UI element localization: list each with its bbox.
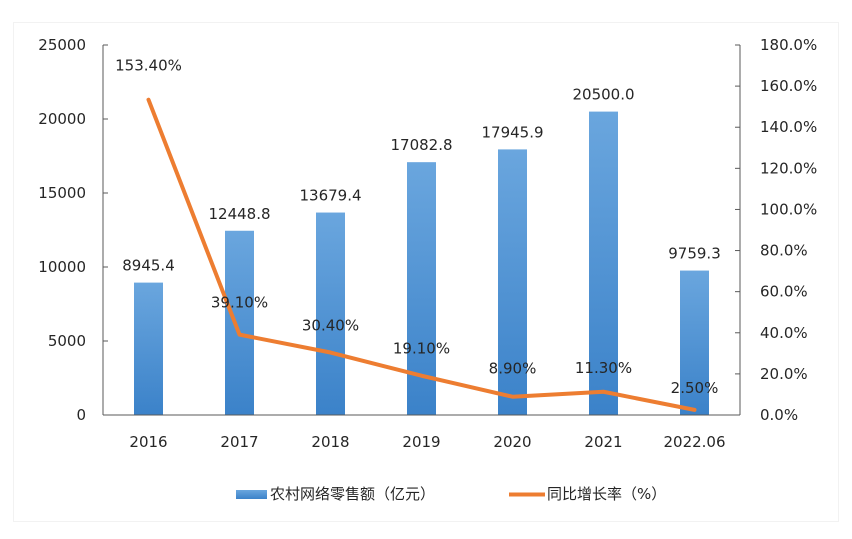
line-data-label: 2.50%	[671, 379, 719, 397]
x-axis: 2016 2017 2018 2019 2020 2021 2022.06	[103, 414, 740, 451]
right-axis-tick-label: 160.0%	[760, 77, 817, 95]
line-series	[146, 97, 697, 412]
left-axis-tick-label: 10000	[38, 258, 86, 276]
bar-series	[134, 111, 709, 415]
x-axis-tick-label: 2021	[584, 433, 622, 451]
bar	[680, 270, 709, 415]
right-axis-tick-label: 120.0%	[760, 159, 817, 177]
line-data-label: 19.10%	[393, 340, 450, 358]
bar	[498, 149, 527, 415]
legend-label-line: 同比增长率（%）	[547, 485, 666, 503]
line-data-labels: 153.40% 39.10% 30.40% 19.10% 8.90% 11.30% 2.50…	[115, 57, 718, 397]
right-axis-tick-label: 180.0%	[760, 36, 817, 54]
right-axis-tick-label: 20.0%	[760, 365, 808, 383]
bar	[316, 212, 345, 415]
line-data-label: 30.40%	[302, 317, 359, 335]
x-axis-tick-label: 2017	[220, 433, 258, 451]
line-data-label: 153.40%	[115, 57, 182, 75]
bar	[134, 282, 163, 415]
x-axis-tick-label: 2019	[402, 433, 440, 451]
bar-data-label: 17082.8	[390, 136, 452, 154]
left-axis-tick-label: 0	[76, 406, 86, 424]
right-axis-tick-label: 40.0%	[760, 324, 808, 342]
legend: 农村网络零售额（亿元） 同比增长率（%）	[236, 485, 666, 503]
line-data-label: 39.10%	[211, 294, 268, 312]
bar-data-label: 13679.4	[299, 187, 361, 205]
line-point	[239, 334, 240, 336]
x-axis-tick-label: 2022.06	[663, 433, 725, 451]
x-axis-tick-label: 2018	[311, 433, 349, 451]
line-data-label: 11.30%	[575, 359, 632, 377]
left-axis-tick-label: 20000	[38, 110, 86, 128]
bar-data-label: 8945.4	[122, 257, 175, 275]
legend-swatch-bar	[236, 490, 267, 499]
right-axis-tick-label: 140.0%	[760, 118, 817, 136]
bar-data-label: 12448.8	[208, 205, 270, 223]
right-axis-tick-label: 80.0%	[760, 242, 808, 260]
left-axis-tick-label: 15000	[38, 184, 86, 202]
legend-label-bar: 农村网络零售额（亿元）	[270, 485, 435, 503]
bar-data-label: 20500.0	[572, 86, 634, 104]
x-axis-tick-label: 2016	[129, 433, 167, 451]
left-axis-tick-label: 5000	[48, 332, 86, 350]
right-axis-tick-label: 0.0%	[760, 406, 798, 424]
line-point	[603, 391, 604, 393]
right-axis-tick-label: 60.0%	[760, 283, 808, 301]
bar	[225, 230, 254, 415]
right-axis-tick-label: 100.0%	[760, 200, 817, 218]
left-y-axis: 0 5000 10000 15000 20000 25000	[38, 36, 108, 424]
bar-data-labels: 8945.4 12448.8 13679.4 17082.8 17945.9 20500.…	[122, 86, 721, 275]
line-data-label: 8.90%	[489, 360, 537, 378]
line-point	[421, 375, 422, 377]
line-point	[148, 99, 149, 101]
x-axis-tick-label: 2020	[493, 433, 531, 451]
bar	[589, 111, 618, 415]
right-y-axis: 0.0% 20.0% 40.0% 60.0% 80.0% 100.0% 120.0% 140.…	[735, 36, 817, 424]
bar-data-label: 9759.3	[668, 245, 721, 263]
line-point	[330, 352, 331, 354]
left-axis-tick-label: 25000	[38, 36, 86, 54]
line-point	[512, 396, 513, 398]
line-point	[694, 409, 695, 411]
bar-data-label: 17945.9	[481, 123, 543, 141]
chart-frame	[13, 22, 839, 522]
